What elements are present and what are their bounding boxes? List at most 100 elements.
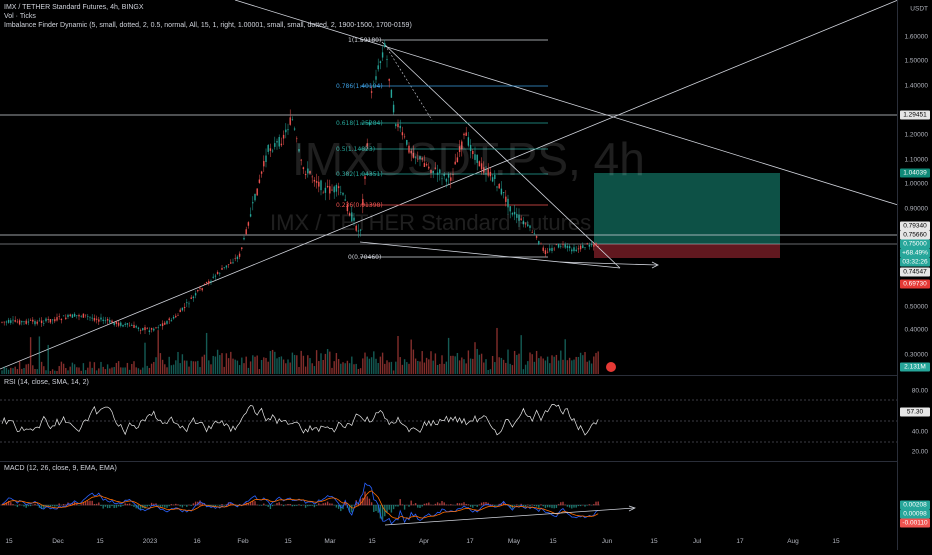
candle [61, 319, 62, 320]
volume-bar [206, 333, 207, 374]
rsi-line [2, 404, 598, 435]
volume-bar [589, 360, 590, 374]
volume-bar [384, 364, 385, 374]
candle [142, 328, 143, 330]
volume-bar [74, 364, 75, 374]
candle [129, 326, 130, 327]
volume-bar [109, 369, 110, 374]
volume-bar [349, 363, 350, 374]
macd-histogram-bar [472, 505, 473, 508]
time-axis-label: 15 [284, 538, 291, 545]
volume-bar [527, 361, 528, 374]
volume-bar [276, 358, 277, 374]
volume-bar [529, 353, 530, 374]
volume-bar [367, 357, 368, 374]
volume-bar [193, 361, 194, 374]
volume-bar [525, 365, 526, 374]
rsi-axis-40: 40.00 [912, 429, 928, 436]
candle [243, 238, 244, 239]
macd-histogram-bar [34, 504, 35, 505]
macd-histogram-bar [268, 505, 269, 507]
pane-separator-rsi[interactable] [0, 375, 898, 376]
macd-histogram-bar [450, 504, 451, 505]
candle [261, 172, 262, 174]
volume-bar [593, 356, 594, 374]
macd-histogram-bar [314, 505, 315, 507]
candle [274, 143, 275, 147]
candle [250, 214, 251, 216]
candle [378, 65, 379, 69]
volume-bar [426, 358, 427, 374]
volume-bar [296, 355, 297, 374]
candle [336, 185, 337, 192]
volume-bar [496, 328, 497, 374]
candle [34, 321, 35, 324]
volume-bar [261, 360, 262, 374]
macd-histogram-bar [470, 505, 471, 507]
macd-histogram-bar [419, 505, 420, 508]
volume-bar [199, 367, 200, 374]
candle [591, 245, 592, 246]
time-axis-label: Aug [787, 538, 799, 545]
bar-countdown: 03:32:26 [900, 258, 930, 267]
candle [393, 105, 394, 113]
volume-bar [573, 360, 574, 374]
candle [136, 326, 137, 327]
volume-bar [417, 361, 418, 374]
macd-histogram-bar [492, 505, 493, 506]
volume-bar [32, 365, 33, 374]
candle [81, 316, 82, 317]
macd-histogram-bar [213, 505, 214, 506]
macd-signal-line [2, 491, 598, 519]
volume-bar [543, 358, 544, 374]
symbol-title[interactable]: IMX / TETHER Standard Futures, 4h, BINGX [4, 3, 144, 12]
volume-bar [116, 363, 117, 374]
volume-bar [153, 362, 154, 374]
candle [263, 161, 264, 166]
volume-bar [538, 358, 539, 374]
macd-histogram-bar [408, 505, 409, 507]
price-tag-change: +68.49% [900, 249, 930, 258]
volume-bar [281, 356, 282, 374]
macd-histogram-bar [133, 505, 134, 507]
imbalance-marker [606, 362, 616, 372]
volume-bar [94, 362, 95, 374]
volume-bar [151, 364, 152, 374]
candle [362, 199, 363, 206]
macd-tag-signal: -0.00110 [900, 519, 930, 528]
volume-bar [10, 368, 11, 374]
macd-histogram-bar [536, 505, 537, 507]
price-axis-label: 0.30000 [905, 352, 929, 359]
candle [182, 308, 183, 311]
volume-indicator-label[interactable]: Vol · Ticks [4, 12, 36, 21]
time-axis-label: May [508, 538, 520, 545]
macd-histogram-bar [391, 505, 392, 513]
macd-indicator-label[interactable]: MACD (12, 26, close, 9, EMA, EMA) [4, 465, 117, 472]
rsi-indicator-label[interactable]: RSI (14, close, SMA, 14, 2) [4, 379, 89, 386]
macd-histogram-bar [351, 505, 352, 512]
volume-bar [28, 364, 29, 374]
volume-bar [598, 351, 599, 374]
volume-bar [472, 359, 473, 374]
volume-bar [556, 355, 557, 374]
macd-histogram-bar [551, 505, 552, 508]
volume-bar [122, 368, 123, 374]
macd-histogram-bar [281, 504, 282, 505]
volume-bar [263, 357, 264, 374]
volume-bar [314, 366, 315, 374]
candle [184, 307, 185, 308]
pane-separator-macd[interactable] [0, 461, 898, 462]
imbalance-indicator-label[interactable]: Imbalance Finder Dynamic (5, small, dott… [4, 21, 412, 30]
candle [140, 330, 141, 331]
macd-histogram-bar [182, 505, 183, 507]
volume-bar [180, 363, 181, 374]
volume-bar [342, 362, 343, 374]
macd-histogram-bar [164, 505, 165, 508]
volume-bar [114, 367, 115, 374]
fib-level-label: 0(0.70460) [348, 254, 381, 261]
candle [501, 189, 502, 195]
macd-histogram-bar [441, 501, 442, 505]
candle [595, 243, 596, 245]
